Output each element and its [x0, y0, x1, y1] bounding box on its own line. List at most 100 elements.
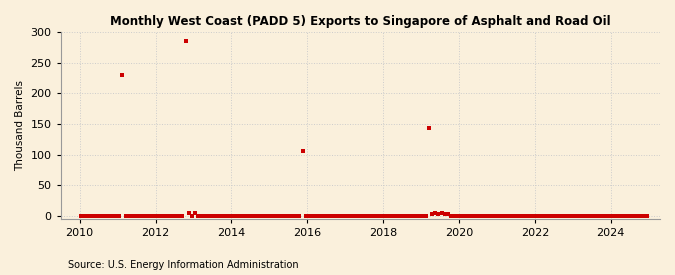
Point	[430, 211, 441, 216]
Point	[458, 214, 469, 218]
Point	[601, 214, 612, 218]
Point	[199, 214, 210, 218]
Point	[493, 214, 504, 218]
Point	[92, 214, 103, 218]
Point	[263, 214, 273, 218]
Point	[259, 214, 270, 218]
Point	[585, 214, 595, 218]
Point	[547, 214, 558, 218]
Point	[155, 214, 165, 218]
Point	[594, 214, 605, 218]
Point	[616, 214, 627, 218]
Point	[344, 214, 355, 218]
Point	[291, 214, 302, 218]
Point	[130, 214, 140, 218]
Point	[610, 214, 621, 218]
Point	[449, 214, 460, 218]
Point	[462, 214, 472, 218]
Point	[483, 214, 494, 218]
Point	[607, 214, 618, 218]
Point	[136, 214, 146, 218]
Point	[471, 214, 482, 218]
Point	[253, 214, 264, 218]
Point	[622, 214, 633, 218]
Point	[468, 214, 479, 218]
Point	[569, 214, 580, 218]
Point	[126, 214, 137, 218]
Y-axis label: Thousand Barrels: Thousand Barrels	[15, 80, 25, 171]
Point	[383, 214, 394, 218]
Point	[148, 214, 159, 218]
Point	[265, 214, 276, 218]
Point	[351, 214, 362, 218]
Point	[490, 214, 501, 218]
Point	[566, 214, 576, 218]
Point	[250, 214, 261, 218]
Point	[496, 214, 507, 218]
Point	[487, 214, 497, 218]
Point	[575, 214, 586, 218]
Point	[95, 214, 105, 218]
Point	[423, 126, 434, 130]
Point	[389, 214, 400, 218]
Point	[304, 214, 315, 218]
Point	[560, 214, 570, 218]
Point	[98, 214, 109, 218]
Point	[436, 211, 447, 216]
Point	[553, 214, 564, 218]
Point	[209, 214, 219, 218]
Point	[332, 214, 343, 218]
Point	[82, 214, 93, 218]
Point	[215, 214, 225, 218]
Point	[240, 214, 251, 218]
Point	[288, 214, 298, 218]
Point	[297, 149, 308, 153]
Point	[626, 214, 637, 218]
Point	[133, 214, 144, 218]
Point	[588, 214, 599, 218]
Point	[541, 214, 551, 218]
Point	[174, 214, 185, 218]
Point	[88, 214, 99, 218]
Point	[433, 212, 444, 216]
Point	[524, 214, 535, 218]
Point	[101, 214, 112, 218]
Point	[506, 214, 516, 218]
Point	[246, 214, 257, 218]
Point	[373, 214, 384, 218]
Point	[272, 214, 283, 218]
Point	[398, 214, 409, 218]
Point	[142, 214, 153, 218]
Point	[164, 214, 175, 218]
Point	[534, 214, 545, 218]
Point	[124, 214, 134, 218]
Point	[408, 214, 418, 218]
Point	[212, 214, 223, 218]
Point	[338, 214, 349, 218]
Point	[427, 212, 437, 216]
Point	[190, 211, 200, 216]
Point	[522, 214, 533, 218]
Point	[275, 214, 286, 218]
Point	[76, 214, 86, 218]
Point	[184, 211, 194, 216]
Point	[370, 214, 381, 218]
Point	[244, 214, 254, 218]
Point	[360, 214, 371, 218]
Point	[329, 214, 340, 218]
Point	[278, 214, 289, 218]
Point	[446, 214, 456, 218]
Point	[550, 214, 561, 218]
Point	[85, 214, 96, 218]
Point	[509, 214, 520, 218]
Point	[348, 214, 358, 218]
Point	[167, 214, 178, 218]
Point	[411, 214, 422, 218]
Point	[105, 214, 115, 218]
Text: Source: U.S. Energy Information Administration: Source: U.S. Energy Information Administ…	[68, 260, 298, 270]
Point	[531, 214, 542, 218]
Point	[284, 214, 295, 218]
Point	[563, 214, 574, 218]
Point	[180, 39, 191, 43]
Point	[603, 214, 614, 218]
